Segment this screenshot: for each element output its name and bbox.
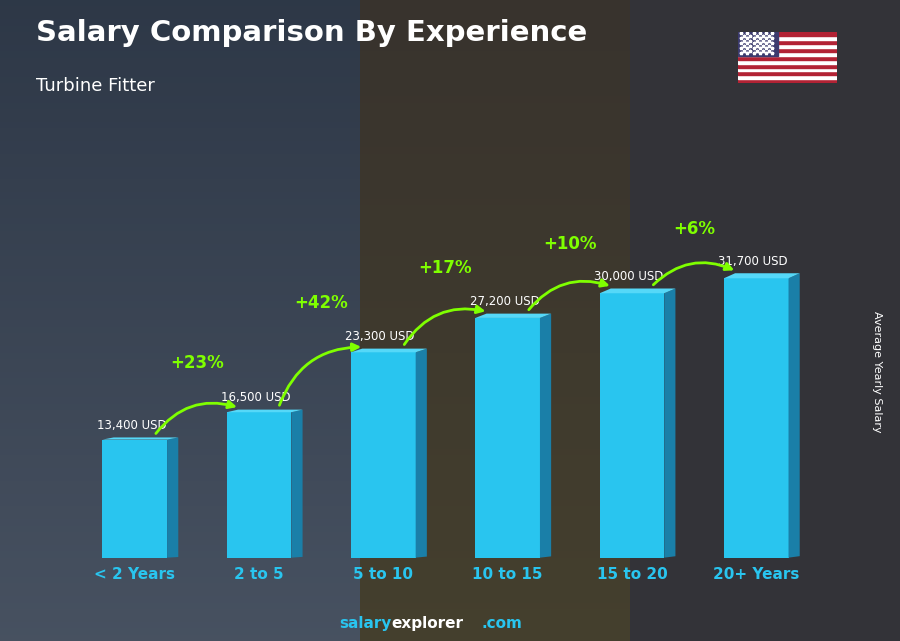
Bar	[738, 63, 837, 67]
Bar	[738, 48, 837, 52]
Text: +17%: +17%	[418, 260, 472, 278]
Bar	[738, 40, 837, 44]
Bar	[738, 67, 837, 72]
Bar	[738, 52, 837, 56]
Text: 27,200 USD: 27,200 USD	[470, 296, 539, 308]
Polygon shape	[227, 410, 302, 412]
Polygon shape	[227, 412, 292, 558]
Polygon shape	[724, 273, 800, 278]
Text: 30,000 USD: 30,000 USD	[594, 271, 663, 283]
Bar	[738, 76, 837, 79]
Polygon shape	[664, 288, 675, 558]
Text: +6%: +6%	[673, 220, 716, 238]
Text: 16,500 USD: 16,500 USD	[221, 392, 291, 404]
Polygon shape	[416, 349, 427, 558]
Polygon shape	[103, 440, 167, 558]
Bar	[738, 56, 837, 60]
Bar	[738, 44, 837, 48]
Polygon shape	[351, 349, 427, 353]
Bar	[738, 32, 837, 36]
Bar	[738, 72, 837, 76]
Text: +10%: +10%	[543, 235, 597, 253]
Text: Turbine Fitter: Turbine Fitter	[36, 77, 155, 95]
Polygon shape	[599, 293, 664, 558]
Text: .com: .com	[482, 617, 522, 631]
Polygon shape	[599, 288, 675, 293]
Polygon shape	[475, 318, 540, 558]
Polygon shape	[540, 313, 551, 558]
Polygon shape	[292, 410, 302, 558]
Text: explorer: explorer	[392, 617, 464, 631]
Text: 23,300 USD: 23,300 USD	[346, 330, 415, 344]
Polygon shape	[103, 437, 178, 440]
Text: 31,700 USD: 31,700 USD	[718, 255, 788, 268]
Bar	[738, 36, 837, 40]
Polygon shape	[724, 278, 788, 558]
Bar	[738, 60, 837, 63]
Polygon shape	[788, 273, 800, 558]
Bar	[738, 79, 837, 83]
Text: +23%: +23%	[170, 354, 224, 372]
Text: 13,400 USD: 13,400 USD	[96, 419, 166, 432]
Polygon shape	[167, 437, 178, 558]
Polygon shape	[475, 313, 551, 318]
Bar	[738, 32, 778, 56]
Text: Salary Comparison By Experience: Salary Comparison By Experience	[36, 19, 587, 47]
Text: Average Yearly Salary: Average Yearly Salary	[872, 311, 883, 433]
Text: salary: salary	[339, 617, 392, 631]
Text: +42%: +42%	[294, 294, 348, 312]
Polygon shape	[351, 353, 416, 558]
